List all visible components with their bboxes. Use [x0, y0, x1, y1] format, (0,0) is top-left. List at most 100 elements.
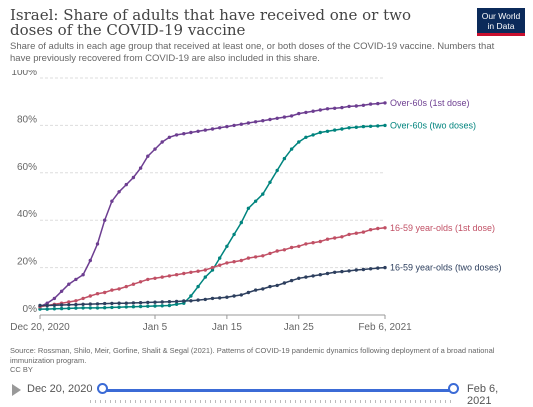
data-point [153, 276, 157, 280]
owid-logo[interactable]: Our World in Data [477, 8, 525, 36]
data-point [131, 282, 136, 286]
series-line [39, 102, 386, 308]
series-label: 16-59 year-olds (two doses) [390, 263, 502, 273]
data-point [268, 251, 272, 256]
source-note: Source: Rossman, Shilo, Meir, Gorfine, S… [10, 346, 510, 375]
play-icon[interactable] [12, 384, 21, 396]
data-point [311, 241, 315, 245]
data-point [88, 306, 93, 310]
data-point [203, 297, 207, 302]
data-point [117, 301, 121, 305]
data-point [67, 300, 71, 304]
data-point [333, 128, 337, 132]
data-point [160, 304, 164, 308]
data-point [196, 298, 200, 302]
data-point [174, 299, 179, 304]
data-point [131, 175, 136, 180]
data-point [210, 127, 215, 131]
data-point [318, 239, 322, 244]
page-title: Israel: Share of adults that have receiv… [10, 6, 411, 39]
data-point [253, 255, 258, 259]
data-point [196, 269, 200, 273]
data-point [311, 274, 315, 278]
timeline-start-handle[interactable] [97, 383, 108, 394]
data-point [297, 244, 301, 248]
data-point [218, 263, 222, 267]
data-point [239, 220, 243, 225]
data-point [59, 303, 64, 307]
data-point [146, 154, 150, 158]
data-point [239, 258, 243, 263]
data-point [131, 301, 136, 305]
data-point [297, 111, 301, 116]
data-point [110, 301, 114, 306]
data-point [196, 284, 200, 289]
data-point [189, 130, 193, 135]
x-tick-label: Feb 6, 2021 [358, 322, 412, 333]
data-point [246, 290, 251, 295]
data-point [218, 296, 222, 300]
data-point [52, 303, 57, 307]
data-point [124, 284, 128, 289]
data-point [289, 114, 294, 118]
data-point [261, 287, 265, 291]
data-point [167, 300, 172, 304]
data-point [138, 280, 143, 284]
data-point [239, 293, 243, 297]
timeline-end-handle[interactable] [448, 383, 459, 394]
data-point [52, 307, 57, 311]
data-point [103, 218, 107, 222]
data-point [182, 271, 186, 276]
data-point [289, 278, 294, 283]
data-point [354, 231, 358, 235]
data-point [383, 226, 387, 230]
data-point [225, 124, 229, 129]
data-point [246, 206, 251, 210]
data-point [225, 295, 229, 299]
data-point [67, 303, 71, 307]
data-point [74, 299, 78, 303]
data-point [95, 306, 100, 310]
data-point [160, 300, 164, 304]
series-line [40, 124, 386, 310]
timeline-track[interactable] [101, 389, 453, 392]
data-point [189, 270, 193, 274]
data-point [318, 130, 322, 135]
data-point [268, 117, 272, 122]
data-point [253, 199, 258, 203]
data-point [268, 284, 272, 289]
data-point [383, 265, 387, 270]
line-chart: 0% 20% 40% 60% 80% 100% Dec 20, 2020 Jan 5 Jan 1… [10, 70, 502, 333]
data-point [124, 305, 128, 309]
data-point [246, 121, 251, 125]
data-point [138, 301, 143, 305]
data-point [376, 101, 380, 106]
data-point [368, 267, 373, 271]
data-point [52, 296, 57, 301]
data-point [297, 140, 301, 144]
data-point [361, 124, 366, 129]
data-point [333, 106, 337, 110]
data-point [189, 299, 193, 303]
data-point [261, 119, 265, 123]
data-point [232, 294, 236, 298]
data-point [167, 303, 172, 308]
data-point [311, 133, 315, 137]
data-point [275, 249, 279, 253]
data-point [131, 305, 136, 309]
data-point [210, 268, 215, 272]
data-point [203, 275, 207, 279]
data-point [117, 190, 121, 194]
data-point [67, 282, 71, 286]
data-point [304, 275, 308, 279]
data-point [88, 294, 93, 298]
x-tick-label: Jan 5 [143, 322, 168, 333]
data-point [210, 265, 215, 270]
data-point [225, 261, 229, 265]
data-point [88, 258, 93, 263]
data-point [318, 108, 322, 112]
x-tick-label: Jan 15 [212, 322, 242, 333]
data-point [218, 256, 222, 260]
data-point [81, 296, 85, 301]
data-point [138, 304, 143, 309]
